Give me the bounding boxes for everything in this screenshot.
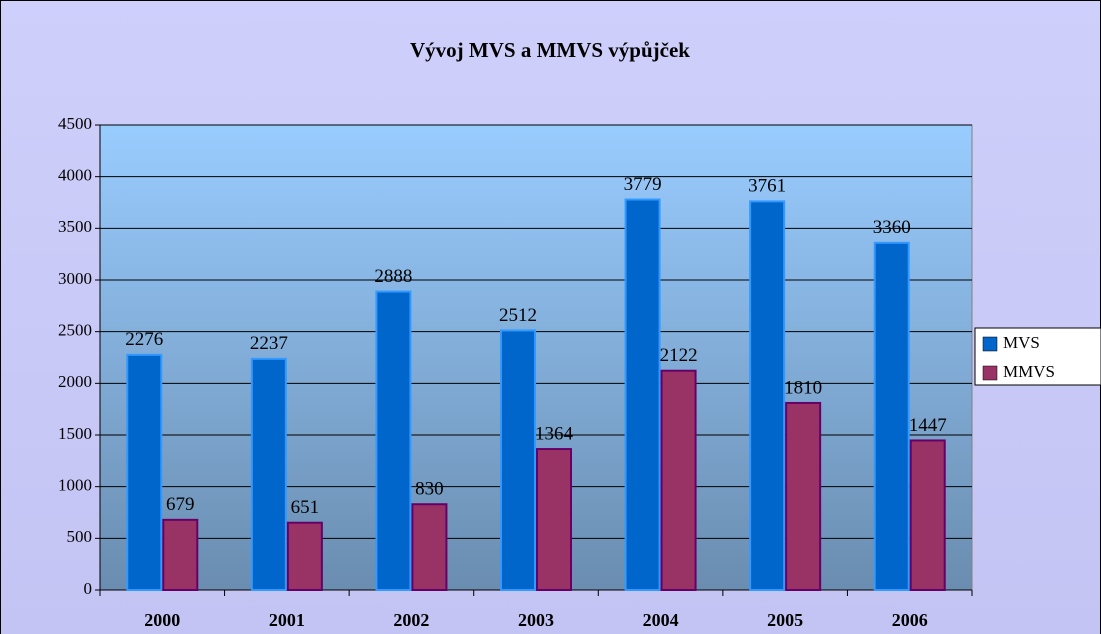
bar	[126, 353, 163, 591]
bar	[660, 369, 697, 591]
data-label: 1364	[535, 423, 574, 444]
bar	[909, 439, 946, 591]
y-tick-label: 3500	[58, 217, 92, 236]
x-tick-label: 2004	[643, 610, 679, 630]
legend-label: MVS	[1003, 333, 1040, 352]
bar	[411, 503, 448, 592]
bar	[536, 448, 572, 592]
data-label: 2237	[250, 333, 288, 354]
bar	[250, 357, 287, 591]
y-tick-label: 3000	[58, 269, 92, 288]
x-tick-label: 2006	[892, 610, 928, 630]
legend-swatch	[982, 365, 998, 381]
y-tick-label: 4000	[58, 166, 92, 185]
x-tick-label: 2005	[767, 610, 803, 630]
chart-title: Vývoj MVS a MMVS výpůjček	[410, 38, 690, 62]
bar	[624, 198, 661, 591]
data-label: 651	[291, 497, 320, 518]
bar	[375, 290, 412, 591]
y-tick-label: 0	[84, 579, 93, 598]
x-tick-label: 2001	[269, 610, 305, 630]
y-tick-label: 1000	[58, 476, 92, 495]
data-label: 2122	[660, 345, 698, 366]
data-label: 1810	[784, 377, 822, 398]
data-label: 1447	[909, 415, 947, 436]
data-label: 679	[166, 494, 195, 515]
bar	[162, 518, 199, 591]
y-tick-label: 1500	[58, 424, 92, 443]
bar	[749, 200, 786, 591]
y-tick-label: 2500	[58, 321, 92, 340]
bar	[500, 329, 536, 591]
legend-swatch	[982, 336, 998, 352]
legend-label: MMVS	[1003, 362, 1055, 381]
data-label: 2888	[374, 266, 412, 287]
y-tick-label: 2000	[58, 372, 92, 391]
data-label: 3360	[873, 217, 911, 238]
data-label: 3779	[624, 174, 662, 195]
x-tick-label: 2000	[144, 610, 180, 630]
bar	[873, 241, 910, 592]
y-tick-label: 4500	[58, 114, 92, 133]
bar	[286, 521, 323, 591]
y-tick-label: 500	[67, 527, 93, 546]
bar	[785, 401, 822, 592]
x-tick-label: 2003	[518, 610, 554, 630]
data-label: 3761	[748, 176, 786, 197]
data-label: 2512	[499, 305, 537, 326]
data-label: 830	[415, 479, 444, 500]
data-label: 2276	[125, 329, 163, 350]
x-tick-label: 2002	[393, 610, 429, 630]
